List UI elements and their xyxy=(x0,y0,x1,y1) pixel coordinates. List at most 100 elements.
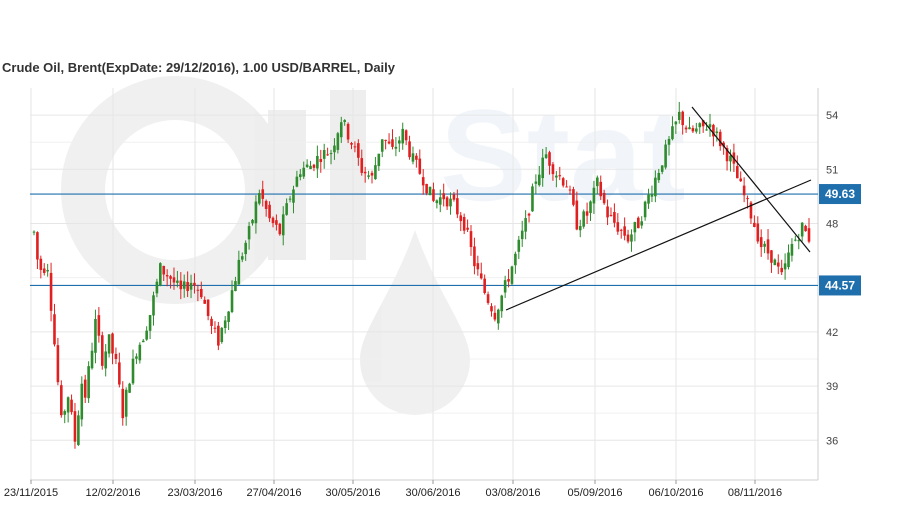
candle-down xyxy=(759,237,763,248)
candle-down xyxy=(196,289,200,291)
candle-down xyxy=(391,139,394,147)
x-tick-label: 23/03/2016 xyxy=(167,487,222,499)
candle-up xyxy=(401,128,405,144)
candle-up xyxy=(643,201,647,218)
candle-down xyxy=(445,197,449,207)
candle-up xyxy=(251,219,254,224)
candle-up xyxy=(292,189,295,203)
candle-up xyxy=(377,153,381,167)
candle-down xyxy=(213,327,217,329)
candle-up xyxy=(647,194,650,204)
candle-down xyxy=(56,345,60,383)
x-tick-label: 05/09/2016 xyxy=(567,487,622,499)
candle-down xyxy=(551,164,555,175)
candle-down xyxy=(609,214,613,216)
candle-up xyxy=(783,263,787,270)
candle-up xyxy=(674,121,678,125)
candle-up xyxy=(524,218,527,232)
candle-down xyxy=(312,164,316,168)
candle-down xyxy=(326,154,329,156)
candle-down xyxy=(606,206,609,218)
candle-up xyxy=(708,124,712,128)
candle-down xyxy=(479,273,483,279)
candle-up xyxy=(66,397,70,413)
candle-up xyxy=(698,123,702,128)
candle-down xyxy=(363,171,367,174)
level-badges: 49.63 44.57 xyxy=(819,184,861,296)
candle-up xyxy=(343,120,346,122)
grid xyxy=(30,88,819,481)
candle-up xyxy=(339,122,343,138)
candle-up xyxy=(234,281,237,292)
candle-down xyxy=(206,299,210,317)
candle-up xyxy=(438,197,442,205)
candle-up xyxy=(367,175,370,177)
candle-up xyxy=(630,234,633,242)
candle-down xyxy=(684,127,688,130)
candle-up xyxy=(531,186,534,212)
candle-down xyxy=(473,246,476,267)
x-axis: 23/11/2015 12/02/2016 23/03/2016 27/04/2016… xyxy=(4,480,782,499)
candle-up xyxy=(688,127,691,130)
candle-up xyxy=(138,344,142,361)
candle-up xyxy=(790,243,794,256)
candle-up xyxy=(537,174,541,186)
candle-up xyxy=(380,139,384,152)
x-tick-label: 27/04/2016 xyxy=(246,487,301,499)
candle-up xyxy=(794,239,797,241)
candle-up xyxy=(77,415,80,445)
candles xyxy=(32,101,811,449)
candle-up xyxy=(555,175,558,178)
candle-down xyxy=(558,175,562,177)
candle-down xyxy=(70,399,73,413)
candle-up xyxy=(336,133,340,150)
y-tick-label: 54 xyxy=(826,110,838,122)
candle-up xyxy=(394,146,398,149)
candle-down xyxy=(268,204,271,219)
candle-up xyxy=(124,389,128,417)
chart-title: Crude Oil, Brent(ExpDate: 29/12/2016), 1… xyxy=(2,60,396,75)
candle-down xyxy=(626,234,630,242)
candle-down xyxy=(756,223,760,242)
candle-up xyxy=(654,177,657,197)
level-badge-label: 49.63 xyxy=(825,187,855,201)
y-tick-label: 48 xyxy=(826,218,838,230)
candle-up xyxy=(695,128,698,132)
candle-down xyxy=(179,280,183,290)
candle-down xyxy=(572,189,575,205)
candle-up xyxy=(596,177,599,187)
candle-up xyxy=(592,187,596,204)
candle-up xyxy=(510,266,514,284)
candle-down xyxy=(466,227,469,230)
candle-up xyxy=(322,150,326,159)
candle-down xyxy=(807,228,811,242)
candle-up xyxy=(302,167,306,177)
candle-up xyxy=(398,140,401,144)
candle-up xyxy=(87,366,90,399)
candle-down xyxy=(490,306,493,312)
candle-down xyxy=(421,177,425,186)
candle-down xyxy=(749,202,753,219)
candle-down xyxy=(83,379,87,398)
resistance-trendline xyxy=(691,106,811,253)
candle-up xyxy=(657,172,661,181)
candle-down xyxy=(193,282,196,286)
candle-down xyxy=(73,411,77,442)
level-badge xyxy=(819,275,861,296)
candle-down xyxy=(39,258,43,270)
candle-up xyxy=(541,157,545,179)
candle-down xyxy=(353,146,357,148)
candle-up xyxy=(578,226,582,231)
candle-up xyxy=(449,198,452,207)
candle-down xyxy=(275,220,278,225)
candle-down xyxy=(217,325,220,346)
candle-down xyxy=(60,385,63,416)
candle-down xyxy=(118,362,121,385)
candle-down xyxy=(739,178,743,182)
candle-down xyxy=(469,231,473,248)
y-axis: 36 39 42 48 51 54 xyxy=(826,110,838,447)
candle-up xyxy=(503,280,507,293)
x-tick-label: 08/11/2016 xyxy=(728,487,782,499)
candle-down xyxy=(701,120,705,127)
